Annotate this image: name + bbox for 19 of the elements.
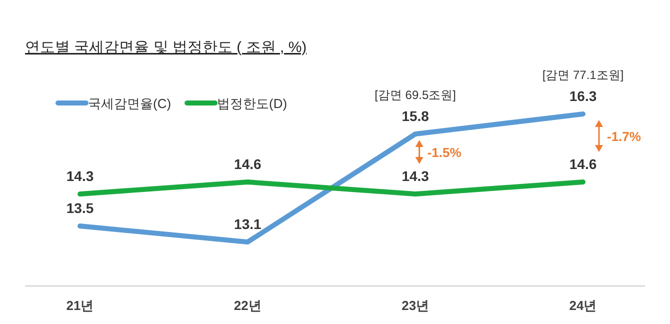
data-label: 13.5 <box>66 200 94 216</box>
x-tick: 23년 <box>402 298 430 313</box>
data-label: 14.6 <box>234 156 262 172</box>
annotation: [감면 69.5조원] <box>374 88 456 102</box>
data-label: 15.8 <box>402 108 429 124</box>
data-label: 14.3 <box>402 168 429 184</box>
x-tick: 22년 <box>234 298 262 313</box>
x-tick: 21년 <box>66 298 94 313</box>
annotation: -1.7% <box>607 129 641 144</box>
x-tick: 24년 <box>569 298 597 313</box>
annotation: -1.5% <box>427 145 462 160</box>
data-label: 13.1 <box>234 216 262 232</box>
data-label: 16.3 <box>569 88 597 104</box>
data-label: 14.3 <box>66 168 94 184</box>
annotation: [감면 77.1조원] <box>542 68 624 82</box>
data-label: 14.6 <box>569 156 597 172</box>
legend-label: 국세감면율(C) <box>88 96 172 111</box>
title: 연도별 국세감면율 및 법정한도 ( 조원 , %) <box>25 39 307 56</box>
legend-label: 법정한도(D) <box>217 96 288 111</box>
